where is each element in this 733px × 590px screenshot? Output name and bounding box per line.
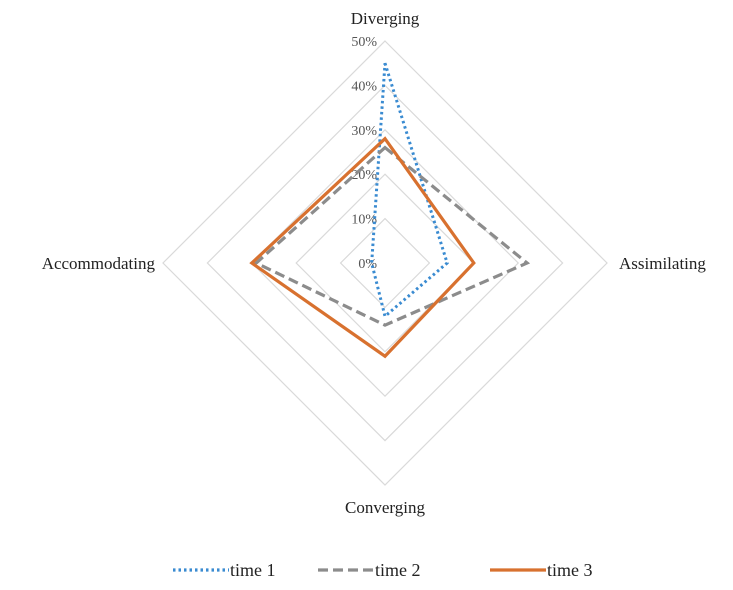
radial-tick-labels: 0% 10% 20% 30% 40% 50% [351,35,377,272]
tick-label: 10% [351,213,377,228]
series-time-2 [253,145,531,327]
tick-label: 30% [351,124,377,139]
radar-grid [162,40,608,486]
legend-label-time-2: time 2 [375,560,421,580]
legend-label-time-1: time 1 [230,560,276,580]
tick-label: 40% [351,79,377,94]
grid-ring [339,217,431,309]
grid-ring [295,173,475,353]
legend-label-time-3: time 3 [547,560,593,580]
tick-label: 50% [351,35,377,50]
axis-label-accommodating: Accommodating [42,254,156,273]
legend: time 1 time 2 time 3 [173,560,593,580]
axis-labels: Diverging Assimilating Converging Accommoda… [42,9,707,517]
grid-ring [162,40,608,486]
axis-label-assimilating: Assimilating [619,254,706,273]
data-series [249,62,531,359]
axis-label-diverging: Diverging [351,9,420,28]
grid-ring [206,84,564,442]
axis-label-converging: Converging [345,498,425,517]
tick-label: 0% [358,257,377,272]
series-time-3 [249,136,476,359]
tick-label: 20% [351,168,377,183]
